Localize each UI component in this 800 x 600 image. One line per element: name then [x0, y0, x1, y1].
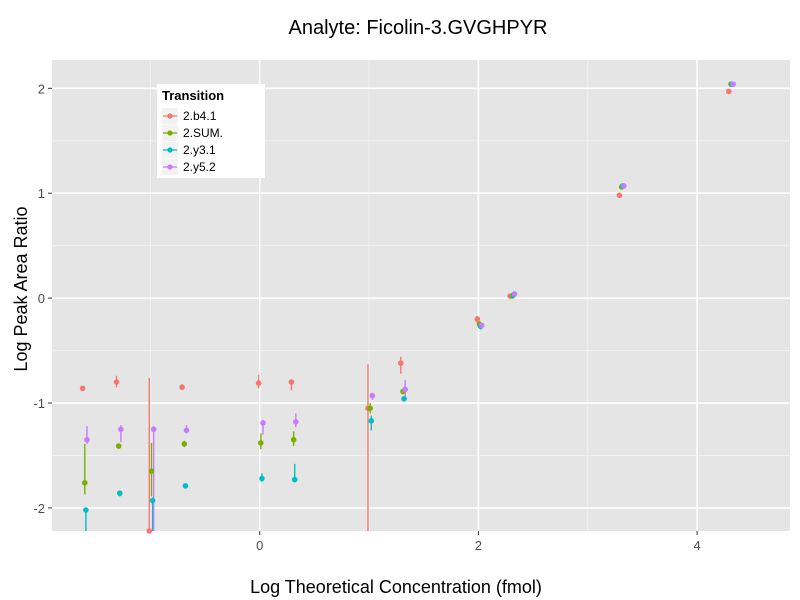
legend-label: 2.b4.1	[183, 109, 217, 123]
data-point	[616, 192, 623, 199]
data-point	[82, 479, 88, 486]
data-point	[402, 386, 408, 393]
legend-title: Transition	[162, 88, 224, 103]
data-point	[730, 81, 736, 87]
legend-items: 2.b4.1 2.SUM. 2.y3.1 2.y5.2	[162, 108, 223, 175]
legend-key-point	[167, 164, 173, 170]
data-point	[118, 426, 124, 433]
data-point	[725, 88, 732, 95]
legend-item: 2.y3.1	[162, 142, 216, 158]
data-point	[474, 316, 481, 322]
x-tick-label: 4	[693, 538, 700, 553]
data-point	[149, 497, 156, 504]
legend-key-point	[167, 147, 173, 153]
data-point	[367, 405, 373, 412]
y-tick-label: -2	[33, 501, 45, 516]
y-tick-label: 2	[38, 81, 45, 96]
data-point	[259, 475, 265, 482]
y-axis-title: Log Peak Area Ratio	[11, 206, 31, 371]
data-point	[146, 528, 153, 534]
tick-labels: 0 2 4 -2 -1 0 1 2	[33, 81, 700, 553]
data-point	[116, 490, 123, 497]
data-point	[293, 419, 299, 425]
data-point	[113, 379, 120, 385]
data-point	[148, 468, 155, 475]
data-point	[397, 360, 404, 366]
data-point	[255, 380, 262, 386]
legend-label: 2.y5.2	[183, 160, 216, 174]
data-point	[290, 436, 297, 443]
data-point	[183, 427, 190, 434]
data-point	[368, 418, 375, 424]
minor-gridlines	[52, 60, 790, 531]
data-point	[181, 441, 188, 447]
data-point	[79, 385, 86, 392]
y-tick-label: -1	[33, 396, 45, 411]
y-tick-label: 1	[38, 186, 45, 201]
x-tick-label: 0	[256, 538, 263, 553]
data-point	[260, 420, 266, 426]
data-points	[79, 81, 736, 534]
data-point	[291, 476, 298, 483]
chart-title: Analyte: Ficolin-3.GVGHPYR	[289, 17, 548, 39]
axis-ticks	[48, 87, 698, 535]
legend-label: 2.SUM.	[183, 126, 223, 140]
data-point	[511, 291, 518, 297]
data-point	[369, 392, 376, 399]
data-point	[83, 507, 89, 513]
legend: Transition 2.b4.1 2.SUM. 2.y3.1 2.y5.2	[157, 84, 265, 178]
legend-label: 2.y3.1	[183, 143, 216, 157]
x-axis-title: Log Theoretical Concentration (fmol)	[250, 577, 542, 597]
legend-key-point	[167, 130, 173, 136]
data-point	[182, 483, 189, 489]
data-point	[478, 322, 485, 329]
data-point	[179, 384, 185, 391]
legend-item: 2.y5.2	[162, 159, 216, 175]
data-point	[288, 379, 295, 385]
data-point	[258, 440, 264, 446]
data-point	[115, 443, 122, 449]
y-tick-label: 0	[38, 291, 45, 306]
data-point	[621, 183, 627, 189]
legend-item: 2.b4.1	[162, 108, 217, 124]
data-point	[150, 426, 157, 433]
data-point	[401, 396, 407, 402]
legend-item: 2.SUM.	[162, 125, 223, 141]
x-tick-label: 2	[475, 538, 482, 553]
data-point	[84, 436, 90, 443]
legend-key-point	[167, 113, 173, 119]
